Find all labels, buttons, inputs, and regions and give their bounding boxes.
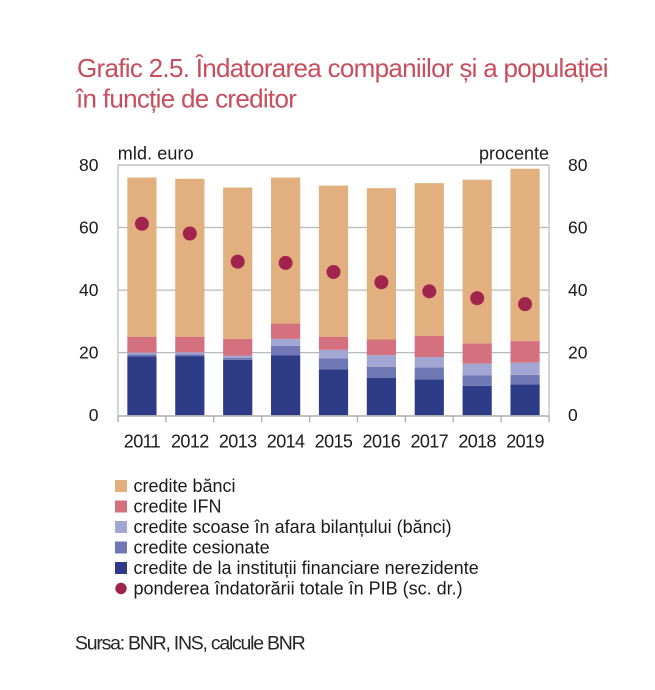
svg-text:40: 40 <box>568 280 588 300</box>
svg-text:în funcție de creditor: în funcție de creditor <box>75 83 297 113</box>
svg-text:0: 0 <box>89 405 99 425</box>
svg-text:Grafic 2.5. Îndatorarea compan: Grafic 2.5. Îndatorarea companiilor și a… <box>77 53 608 83</box>
svg-text:ponderea îndatorării totale în: ponderea îndatorării totale în PIB (sc. … <box>134 579 463 599</box>
svg-text:80: 80 <box>568 155 588 175</box>
svg-text:credite IFN: credite IFN <box>134 497 222 517</box>
svg-text:2019: 2019 <box>506 432 544 452</box>
svg-text:2014: 2014 <box>267 432 305 452</box>
svg-text:2013: 2013 <box>219 432 257 452</box>
svg-text:procente: procente <box>479 144 549 164</box>
svg-text:2016: 2016 <box>363 432 401 452</box>
svg-text:2018: 2018 <box>458 432 496 452</box>
svg-text:2015: 2015 <box>315 432 353 452</box>
svg-text:20: 20 <box>79 343 99 363</box>
svg-text:60: 60 <box>568 218 588 238</box>
svg-text:0: 0 <box>568 405 578 425</box>
svg-text:Sursa: BNR, INS, calcule BNR: Sursa: BNR, INS, calcule BNR <box>75 632 306 654</box>
svg-text:40: 40 <box>79 280 99 300</box>
svg-text:credite scoase în afara bilanț: credite scoase în afara bilanțului (bănc… <box>134 517 452 537</box>
svg-text:2012: 2012 <box>171 432 209 452</box>
svg-text:80: 80 <box>79 155 99 175</box>
svg-text:mld. euro: mld. euro <box>118 144 194 164</box>
svg-text:2017: 2017 <box>410 432 448 452</box>
svg-text:60: 60 <box>79 218 99 238</box>
svg-text:credite cesionate: credite cesionate <box>134 538 270 558</box>
svg-text:20: 20 <box>568 343 588 363</box>
svg-text:credite bănci: credite bănci <box>134 476 236 496</box>
svg-text:2011: 2011 <box>124 432 161 452</box>
svg-text:credite de la instituții finan: credite de la instituții financiare nere… <box>134 558 479 578</box>
